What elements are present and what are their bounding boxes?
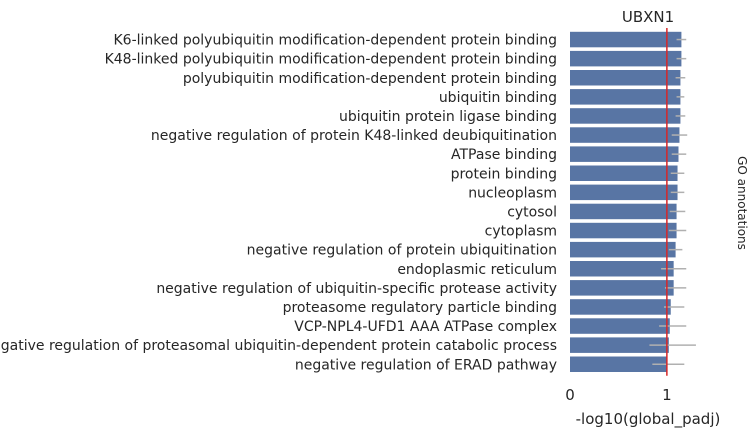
category-label: polyubiquitin modification-dependent pro… bbox=[183, 71, 557, 87]
bar bbox=[570, 127, 680, 143]
category-label: K6-linked polyubiquitin modification-dep… bbox=[113, 33, 557, 49]
bar bbox=[570, 337, 669, 353]
bar bbox=[570, 146, 679, 162]
category-label: VCP-NPL4-UFD1 AAA ATPase complex bbox=[294, 319, 557, 335]
x-tick-label: 0 bbox=[565, 386, 575, 404]
category-label: K48-linked polyubiquitin modification-de… bbox=[105, 52, 557, 68]
category-label: endoplasmic reticulum bbox=[397, 262, 557, 278]
category-label: ubiquitin binding bbox=[439, 90, 557, 106]
bars-layer bbox=[570, 28, 696, 376]
bar bbox=[570, 108, 681, 124]
bar bbox=[570, 356, 667, 372]
bar bbox=[570, 299, 671, 315]
category-label: negative regulation of ubiquitin-specifi… bbox=[156, 281, 557, 297]
category-label: ATPase binding bbox=[451, 147, 557, 163]
x-tick-label: 1 bbox=[662, 386, 672, 404]
category-label: ubiquitin protein ligase binding bbox=[339, 109, 557, 125]
bar bbox=[570, 165, 678, 181]
bar bbox=[570, 203, 677, 220]
bar bbox=[570, 70, 681, 86]
right-axis-label: GO annotations bbox=[735, 156, 749, 250]
category-label: nucleoplasm bbox=[468, 185, 557, 201]
category-label: proteasome regulatory particle binding bbox=[283, 300, 557, 316]
bar bbox=[570, 241, 676, 258]
category-label: cytosol bbox=[507, 204, 557, 220]
bar bbox=[570, 280, 674, 296]
category-label: negative regulation of ERAD pathway bbox=[295, 357, 557, 373]
chart-title: UBXN1 bbox=[622, 8, 674, 26]
category-label: negative regulation of protein ubiquitin… bbox=[247, 243, 557, 259]
category-label: negative regulation of protein K48-linke… bbox=[151, 128, 557, 144]
x-axis-label: -log10(global_padj) bbox=[576, 410, 721, 429]
category-label: protein binding bbox=[451, 166, 557, 182]
bar bbox=[570, 50, 682, 67]
category-labels: K6-linked polyubiquitin modification-dep… bbox=[0, 33, 557, 374]
bar bbox=[570, 184, 678, 201]
bar bbox=[570, 31, 682, 48]
bar bbox=[570, 222, 677, 239]
bar bbox=[570, 261, 674, 277]
category-label: negative regulation of proteasomal ubiqu… bbox=[0, 338, 557, 354]
bar bbox=[570, 318, 670, 334]
bar bbox=[570, 89, 681, 105]
category-label: cytoplasm bbox=[485, 224, 557, 240]
